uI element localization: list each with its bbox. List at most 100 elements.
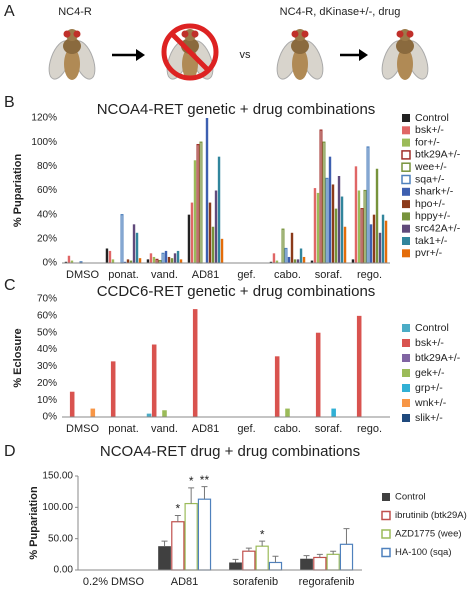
bar (211, 226, 215, 263)
bar (287, 256, 291, 263)
legend-label: gek+/- (415, 367, 445, 379)
bar (357, 190, 361, 263)
condition-label: NC4-R, dKinase+/-, drug (280, 6, 401, 18)
bar (126, 259, 130, 263)
bar (190, 202, 194, 263)
legend-label: hpo+/- (415, 198, 446, 210)
legend-swatch (402, 369, 410, 377)
bar (196, 143, 200, 264)
arrow-head (359, 49, 368, 61)
fly-thorax (291, 38, 309, 54)
bar (268, 561, 283, 571)
legend-label: src42A+/- (415, 222, 461, 234)
error-bar (201, 486, 208, 500)
bar (372, 214, 376, 263)
bar (272, 253, 276, 263)
bar (384, 220, 388, 263)
bar (334, 208, 338, 263)
bar (369, 224, 373, 263)
y-tick-label: 40% (37, 344, 57, 355)
y-tick-label: 0% (43, 412, 58, 423)
legend-label: grp+/- (415, 382, 443, 394)
x-tick-label: soraf. (315, 269, 343, 281)
bar (325, 177, 329, 264)
bar (205, 118, 209, 263)
legend-label: Control (415, 322, 449, 334)
legend-label: bsk+/- (415, 337, 444, 349)
legend-label: btk29A+/- (415, 149, 461, 161)
bar (375, 168, 379, 263)
x-tick-label: AD81 (192, 269, 220, 281)
bar (69, 391, 75, 417)
bar (132, 224, 136, 263)
significance-mark: * (189, 474, 194, 488)
y-tick-label: 30% (37, 361, 57, 372)
legend-swatch (401, 150, 411, 160)
bar (146, 413, 152, 417)
legend-label: Control (415, 112, 449, 124)
legend-swatch (402, 200, 410, 209)
legend-swatch (381, 529, 391, 539)
bar (326, 553, 340, 571)
x-tick-label: cabo. (274, 423, 301, 435)
bar (64, 261, 68, 263)
legend-swatch (402, 354, 410, 362)
legend-swatch (382, 493, 390, 501)
y-axis-title: % Pupariation (28, 486, 40, 560)
bar (90, 408, 96, 417)
legend-label: pvr+/- (415, 247, 443, 259)
legend-swatch (402, 187, 410, 196)
bar (313, 556, 327, 571)
bar (363, 189, 367, 264)
bar (110, 361, 116, 417)
panel-label: B (4, 94, 15, 111)
error-bar (272, 555, 279, 563)
bar (179, 259, 183, 263)
bar (281, 228, 285, 264)
bar (155, 258, 159, 264)
bar (299, 248, 303, 263)
bar (164, 250, 168, 263)
legend-swatch (401, 162, 411, 172)
bar (151, 344, 157, 417)
fly-body (292, 48, 308, 80)
bar (111, 259, 115, 263)
error-bar (316, 553, 323, 558)
bar (331, 408, 336, 417)
fly-thorax (63, 38, 81, 54)
bar (105, 248, 109, 263)
legend-swatch (402, 126, 410, 135)
y-axis-title: % Eclosure (12, 328, 24, 387)
bar (381, 214, 385, 263)
legend-label: ibrutinib (btk29A) (395, 510, 467, 521)
y-tick-label: 20% (37, 233, 57, 244)
chart-title: NCOA4-RET genetic + drug combinations (97, 101, 376, 118)
x-tick-label: AD81 (192, 423, 220, 435)
bar (135, 232, 139, 263)
fly-eye (406, 30, 414, 38)
legend-swatch (402, 138, 410, 147)
bar (322, 141, 326, 264)
y-tick-label: 40% (37, 209, 57, 220)
bar (108, 250, 112, 263)
bar (310, 260, 314, 263)
legend-label: btk29A+/- (415, 352, 461, 364)
legend-swatch (381, 510, 391, 521)
legend-label: tak1+/- (415, 235, 448, 247)
x-tick-label: AD81 (171, 576, 199, 588)
bar (366, 146, 370, 264)
significance-mark: * (176, 502, 181, 516)
bar (302, 256, 306, 263)
y-tick-label: 60% (37, 185, 57, 196)
y-axis-title: % Pupariation (12, 154, 24, 228)
y-tick-label: 0.00 (54, 565, 74, 576)
bar (123, 261, 127, 263)
bar (315, 332, 321, 417)
bar (354, 166, 358, 263)
significance-mark: ** (200, 473, 210, 487)
fly-body (397, 48, 413, 80)
error-bar (330, 550, 337, 555)
legend-label: for+/- (415, 136, 440, 148)
legend-swatch (402, 212, 410, 221)
